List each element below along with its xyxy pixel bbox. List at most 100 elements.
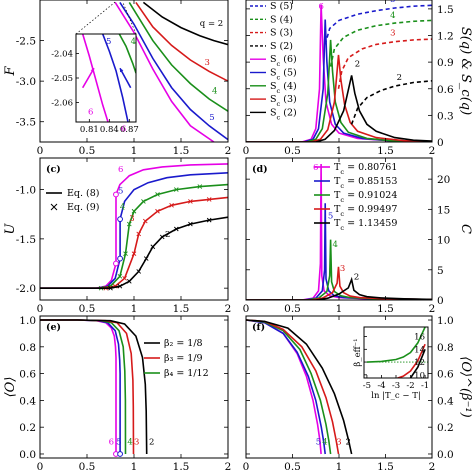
panel-tag: (c)	[46, 164, 61, 175]
curve-label: 5	[116, 438, 121, 448]
y-tick-label: 0.4	[437, 395, 454, 407]
curve-label: 4	[120, 202, 125, 212]
zoom-guide	[75, 1, 116, 35]
curve-label: 2	[397, 73, 402, 83]
series-line-q5	[246, 319, 326, 455]
x-tick-label: 0	[37, 145, 44, 157]
series-line-q6	[246, 319, 322, 455]
curve-label: 4	[390, 11, 395, 21]
inset-series-line	[409, 348, 426, 378]
legend-cross	[50, 203, 58, 211]
cross-marker	[136, 231, 142, 237]
series-line-q4	[128, 1, 228, 112]
inset-arrowhead	[119, 68, 124, 73]
curve-label: 4	[212, 86, 217, 96]
cross-marker	[142, 218, 148, 224]
plot-area	[114, 1, 228, 142]
panel-c: 0 0.5 1 1.5 2 -1.0 -1.5 -2.0 U (c) 6 5 43 2 Eq. (8) Eq.…	[3, 157, 231, 315]
inset-arrow	[119, 67, 132, 89]
inset-series-line	[81, 34, 109, 122]
cross-marker	[126, 221, 132, 227]
series-line-q3	[40, 196, 228, 289]
y-tick-label: 5	[437, 265, 444, 277]
legend-label: β₂ = 1/8	[164, 338, 203, 349]
y-axis-label-right: ⟨O⟩^(β⁻¹)	[458, 356, 473, 417]
x-tick-label: 0.5	[79, 303, 96, 315]
cross-marker	[117, 274, 123, 279]
cross-marker	[131, 251, 137, 256]
y-axis-label: U	[3, 222, 18, 234]
legend-label: Tc = 0.80761	[334, 162, 397, 176]
cross-marker	[126, 278, 132, 284]
inset-y-tick-label: 16	[414, 333, 425, 343]
inset-arrowhead	[90, 68, 94, 73]
y-tick-label: -2.5	[16, 36, 36, 48]
y-tick-label: 0.6	[437, 84, 454, 96]
x-tick-label: 1	[131, 461, 138, 473]
cross-marker	[150, 244, 156, 250]
y-tick-label: 0.0	[437, 449, 454, 461]
inset-x-tick-label: 0.87	[120, 125, 139, 135]
curve-label: 5	[118, 187, 123, 197]
legend-label: Sc (3)	[270, 94, 297, 108]
curve-label: 3	[205, 58, 210, 68]
y-tick-label: 1.0	[19, 315, 36, 327]
x-tick-label: 2	[225, 145, 232, 157]
cross-marker	[123, 251, 128, 256]
inset-plot-area	[81, 34, 136, 122]
x-tick-label: 1.5	[377, 303, 394, 315]
cross-marker	[122, 275, 127, 281]
cross-marker	[141, 199, 146, 204]
inset-series-line	[394, 343, 426, 378]
curve-label: 6	[109, 438, 114, 448]
series-line-q2	[246, 75, 432, 142]
inset-background	[364, 327, 428, 378]
cross-marker	[155, 192, 160, 197]
legend-label: Tc = 1.13459	[334, 218, 397, 232]
legend-label: Sc (6)	[270, 54, 297, 68]
y-tick-label: 15	[437, 204, 450, 216]
x-tick-label: 1	[131, 303, 138, 315]
series-line-q2	[246, 276, 432, 300]
x-tick-label: 2	[429, 145, 436, 157]
y-tick-label: -1.0	[16, 185, 36, 197]
inset-x-tick-label: -4	[377, 381, 385, 391]
x-tick-label: 1.5	[377, 461, 394, 473]
cross-marker	[117, 283, 123, 289]
inset-y-tick-label: -2.06	[51, 98, 73, 108]
curve-label: 2	[165, 230, 170, 240]
legend-label: β₃ = 1/9	[164, 353, 203, 364]
series-line-q4	[40, 319, 127, 455]
curve-label: 6	[118, 165, 123, 175]
plot-area	[40, 319, 148, 455]
series-line-q6	[40, 319, 117, 454]
x-tick-label: 0.5	[284, 461, 301, 473]
cross-marker	[206, 217, 212, 223]
y-axis-label-right: S(q) & S_c(q)	[458, 27, 473, 115]
series-line-q5	[119, 1, 228, 141]
y-tick-label: 1.5	[437, 4, 454, 16]
curve-label: 5	[328, 211, 333, 221]
legend-label: S (5)	[270, 1, 293, 12]
legend-label: Tc = 0.99497	[334, 204, 397, 218]
inset-y-tick-label: 12	[414, 358, 425, 368]
inset-x-tick-label: 0.84	[100, 125, 119, 135]
curve-label: 4	[332, 240, 337, 250]
series-line-q2	[142, 1, 228, 46]
x-tick-label: 1.5	[173, 303, 190, 315]
curve-label: 2	[354, 272, 359, 282]
panel-tag: (f)	[252, 322, 265, 333]
series-line-q4-dashed	[329, 19, 432, 67]
open-circle-marker	[113, 191, 119, 198]
x-tick-label: 0	[37, 461, 44, 473]
legend-label: β₄ = 1/12	[164, 368, 209, 379]
inset-x-tick-label: -1	[421, 381, 429, 391]
panel-b: 0 0.5 1 1.5 200.30.60.91.21.5S(q) & S_c(q)62…	[243, 0, 473, 157]
x-tick-label: 0.5	[284, 145, 301, 157]
series-line-q3-dashed	[337, 38, 432, 89]
inset: -5 -4 -3 -2 -110 12 14 16 ln |T_c − T| β_eff⁻¹	[353, 326, 429, 401]
inset: 0.81 0.84 0.87 -2.04 -2.05 -2.06 6 5 4	[51, 33, 139, 135]
y-tick-label: 0.6	[19, 369, 36, 381]
y-tick-label: 0.4	[19, 395, 36, 407]
